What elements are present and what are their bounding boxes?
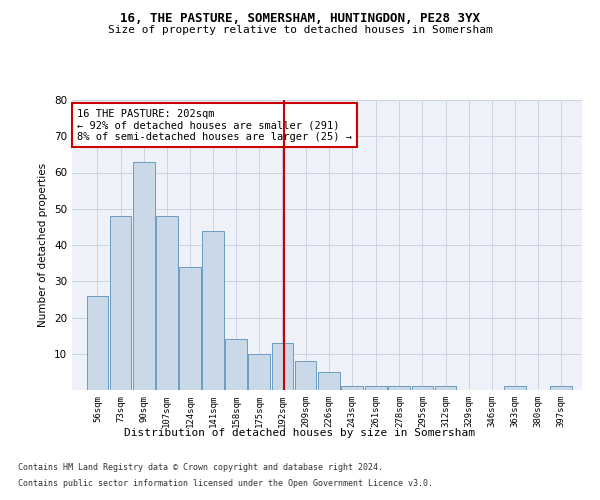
Bar	[412, 386, 433, 390]
Text: Contains HM Land Registry data © Crown copyright and database right 2024.: Contains HM Land Registry data © Crown c…	[18, 464, 383, 472]
Bar	[388, 386, 410, 390]
Bar	[156, 216, 178, 390]
Bar	[272, 343, 293, 390]
Bar	[248, 354, 270, 390]
Text: Distribution of detached houses by size in Somersham: Distribution of detached houses by size …	[125, 428, 476, 438]
Bar	[504, 386, 526, 390]
Bar	[110, 216, 131, 390]
Text: Size of property relative to detached houses in Somersham: Size of property relative to detached ho…	[107, 25, 493, 35]
Bar	[295, 361, 316, 390]
Bar	[86, 296, 109, 390]
Bar	[341, 386, 362, 390]
Bar	[179, 267, 201, 390]
Text: 16 THE PASTURE: 202sqm
← 92% of detached houses are smaller (291)
8% of semi-det: 16 THE PASTURE: 202sqm ← 92% of detached…	[77, 108, 352, 142]
Bar	[202, 230, 224, 390]
Bar	[550, 386, 572, 390]
Bar	[225, 339, 247, 390]
Text: 16, THE PASTURE, SOMERSHAM, HUNTINGDON, PE28 3YX: 16, THE PASTURE, SOMERSHAM, HUNTINGDON, …	[120, 12, 480, 26]
Text: Contains public sector information licensed under the Open Government Licence v3: Contains public sector information licen…	[18, 478, 433, 488]
Bar	[318, 372, 340, 390]
Bar	[365, 386, 387, 390]
Bar	[435, 386, 457, 390]
Y-axis label: Number of detached properties: Number of detached properties	[38, 163, 49, 327]
Bar	[133, 162, 155, 390]
